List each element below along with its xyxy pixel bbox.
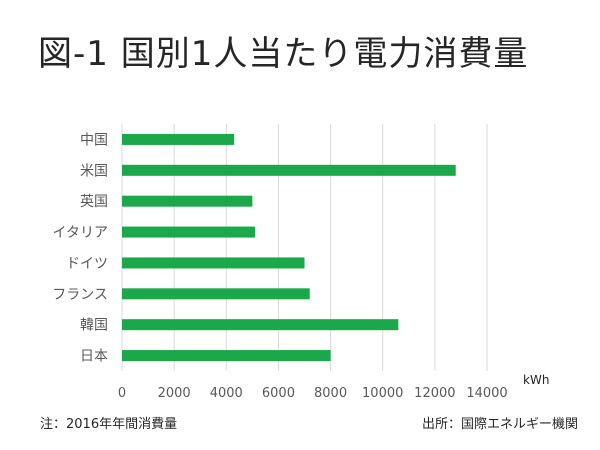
chart-title: 図-1 国別1人当たり電力消費量 bbox=[38, 34, 529, 74]
y-tick-label: 米国 bbox=[80, 163, 108, 179]
x-tick-label: 4000 bbox=[210, 386, 243, 401]
x-tick-label: 2000 bbox=[158, 386, 191, 401]
bar-3 bbox=[122, 195, 253, 207]
x-tick-label: 0 bbox=[118, 386, 126, 401]
bar-6 bbox=[122, 288, 310, 300]
bar-1 bbox=[122, 133, 235, 145]
x-tick-label: 8000 bbox=[314, 386, 347, 401]
y-tick-label: 英国 bbox=[80, 193, 108, 210]
bar-2 bbox=[122, 164, 456, 176]
x-tick-label: 14000 bbox=[466, 386, 507, 401]
bar-7 bbox=[122, 319, 399, 331]
bar-5 bbox=[122, 257, 305, 269]
bar-4 bbox=[122, 226, 255, 238]
source-note: 出所：国際エネルギー機関 bbox=[421, 417, 578, 432]
x-tick-label: 12000 bbox=[414, 386, 455, 401]
y-tick-label: 韓国 bbox=[80, 318, 108, 334]
unit-label: kWh bbox=[523, 373, 549, 387]
y-tick-label: 日本 bbox=[80, 349, 108, 365]
bar-8 bbox=[122, 350, 331, 362]
x-tick-label: 10000 bbox=[362, 386, 403, 401]
footnote: 注：2016年年間消費量 bbox=[40, 417, 178, 432]
x-tick-label: 6000 bbox=[262, 386, 295, 401]
y-tick-label: フランス bbox=[52, 287, 108, 303]
y-tick-label: 中国 bbox=[80, 132, 108, 148]
y-tick-label: ドイツ bbox=[66, 256, 108, 272]
y-tick-label: イタリア bbox=[53, 225, 108, 241]
